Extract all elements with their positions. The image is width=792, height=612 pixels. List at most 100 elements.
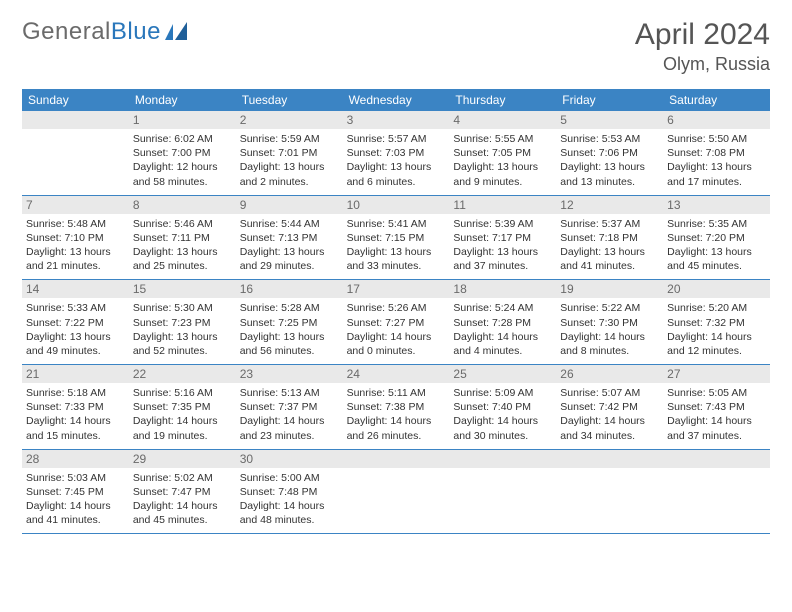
sunrise-line: Sunrise: 5:59 AM	[240, 132, 339, 146]
sunset-line: Sunset: 7:40 PM	[453, 400, 552, 414]
sunrise-line: Sunrise: 5:03 AM	[26, 471, 125, 485]
day-number: 13	[663, 196, 770, 214]
sunrise-line: Sunrise: 5:28 AM	[240, 301, 339, 315]
daylight-line: Daylight: 14 hours and 8 minutes.	[560, 330, 659, 358]
daylight-line: Daylight: 13 hours and 2 minutes.	[240, 160, 339, 188]
sunrise-line: Sunrise: 5:48 AM	[26, 217, 125, 231]
day-cell: 30Sunrise: 5:00 AMSunset: 7:48 PMDayligh…	[236, 450, 343, 534]
day-number: 29	[129, 450, 236, 468]
daylight-line: Daylight: 14 hours and 12 minutes.	[667, 330, 766, 358]
day-cell	[343, 450, 450, 534]
day-cell	[449, 450, 556, 534]
sunset-line: Sunset: 7:11 PM	[133, 231, 232, 245]
day-number: 11	[449, 196, 556, 214]
sunrise-line: Sunrise: 5:37 AM	[560, 217, 659, 231]
weekday-header: Wednesday	[343, 89, 450, 111]
day-cell: 15Sunrise: 5:30 AMSunset: 7:23 PMDayligh…	[129, 280, 236, 364]
day-cell	[663, 450, 770, 534]
logo-sail-icon	[165, 22, 191, 42]
day-cell: 22Sunrise: 5:16 AMSunset: 7:35 PMDayligh…	[129, 365, 236, 449]
sunrise-line: Sunrise: 5:13 AM	[240, 386, 339, 400]
daylight-line: Daylight: 13 hours and 25 minutes.	[133, 245, 232, 273]
day-cell: 26Sunrise: 5:07 AMSunset: 7:42 PMDayligh…	[556, 365, 663, 449]
sunset-line: Sunset: 7:13 PM	[240, 231, 339, 245]
day-number	[343, 450, 450, 468]
day-cell: 27Sunrise: 5:05 AMSunset: 7:43 PMDayligh…	[663, 365, 770, 449]
sunset-line: Sunset: 7:20 PM	[667, 231, 766, 245]
day-cell: 8 Sunrise: 5:46 AMSunset: 7:11 PMDaylight…	[129, 196, 236, 280]
day-number: 8	[129, 196, 236, 214]
day-cell: 28Sunrise: 5:03 AMSunset: 7:45 PMDayligh…	[22, 450, 129, 534]
day-number: 25	[449, 365, 556, 383]
daylight-line: Daylight: 14 hours and 19 minutes.	[133, 414, 232, 442]
day-number: 30	[236, 450, 343, 468]
daylight-line: Daylight: 13 hours and 37 minutes.	[453, 245, 552, 273]
day-cell: 24Sunrise: 5:11 AMSunset: 7:38 PMDayligh…	[343, 365, 450, 449]
month-title: April 2024	[635, 18, 770, 52]
sunrise-line: Sunrise: 5:05 AM	[667, 386, 766, 400]
weekday-header: Thursday	[449, 89, 556, 111]
sunset-line: Sunset: 7:17 PM	[453, 231, 552, 245]
weekday-header: Tuesday	[236, 89, 343, 111]
sunrise-line: Sunrise: 5:46 AM	[133, 217, 232, 231]
day-number: 7	[22, 196, 129, 214]
sunrise-line: Sunrise: 5:39 AM	[453, 217, 552, 231]
sunrise-line: Sunrise: 5:18 AM	[26, 386, 125, 400]
daylight-line: Daylight: 14 hours and 41 minutes.	[26, 499, 125, 527]
day-cell: 11 Sunrise: 5:39 AMSunset: 7:17 PMDayligh…	[449, 196, 556, 280]
sunset-line: Sunset: 7:01 PM	[240, 146, 339, 160]
sunset-line: Sunset: 7:22 PM	[26, 316, 125, 330]
day-cell: 29Sunrise: 5:02 AMSunset: 7:47 PMDayligh…	[129, 450, 236, 534]
daylight-line: Daylight: 13 hours and 6 minutes.	[347, 160, 446, 188]
day-number: 16	[236, 280, 343, 298]
sunset-line: Sunset: 7:30 PM	[560, 316, 659, 330]
day-number: 26	[556, 365, 663, 383]
daylight-line: Daylight: 13 hours and 9 minutes.	[453, 160, 552, 188]
day-number: 18	[449, 280, 556, 298]
day-number: 9	[236, 196, 343, 214]
day-number: 19	[556, 280, 663, 298]
day-number: 5	[556, 111, 663, 129]
day-cell: 19 Sunrise: 5:22 AMSunset: 7:30 PMDayligh…	[556, 280, 663, 364]
sunset-line: Sunset: 7:35 PM	[133, 400, 232, 414]
sunrise-line: Sunrise: 5:33 AM	[26, 301, 125, 315]
day-cell: 13Sunrise: 5:35 AMSunset: 7:20 PMDayligh…	[663, 196, 770, 280]
sunrise-line: Sunrise: 5:44 AM	[240, 217, 339, 231]
day-cell: 12Sunrise: 5:37 AMSunset: 7:18 PMDayligh…	[556, 196, 663, 280]
daylight-line: Daylight: 13 hours and 21 minutes.	[26, 245, 125, 273]
sunset-line: Sunset: 7:42 PM	[560, 400, 659, 414]
sunset-line: Sunset: 7:43 PM	[667, 400, 766, 414]
location: Olym, Russia	[635, 54, 770, 75]
week-row: 28Sunrise: 5:03 AMSunset: 7:45 PMDayligh…	[22, 450, 770, 535]
sunset-line: Sunset: 7:25 PM	[240, 316, 339, 330]
daylight-line: Daylight: 13 hours and 29 minutes.	[240, 245, 339, 273]
sunset-line: Sunset: 7:33 PM	[26, 400, 125, 414]
day-cell: 3Sunrise: 5:57 AMSunset: 7:03 PMDaylight…	[343, 111, 450, 195]
day-cell: 20Sunrise: 5:20 AMSunset: 7:32 PMDayligh…	[663, 280, 770, 364]
sunset-line: Sunset: 7:03 PM	[347, 146, 446, 160]
weekday-header: Saturday	[663, 89, 770, 111]
week-row: 7Sunrise: 5:48 AMSunset: 7:10 PMDaylight…	[22, 196, 770, 281]
day-cell: 14Sunrise: 5:33 AMSunset: 7:22 PMDayligh…	[22, 280, 129, 364]
sunset-line: Sunset: 7:00 PM	[133, 146, 232, 160]
sunrise-line: Sunrise: 6:02 AM	[133, 132, 232, 146]
day-number	[22, 111, 129, 129]
day-number: 6	[663, 111, 770, 129]
sunset-line: Sunset: 7:08 PM	[667, 146, 766, 160]
sunset-line: Sunset: 7:06 PM	[560, 146, 659, 160]
day-number	[556, 450, 663, 468]
daylight-line: Daylight: 14 hours and 30 minutes.	[453, 414, 552, 442]
day-cell: 25Sunrise: 5:09 AMSunset: 7:40 PMDayligh…	[449, 365, 556, 449]
day-number: 4	[449, 111, 556, 129]
sunrise-line: Sunrise: 5:22 AM	[560, 301, 659, 315]
day-cell: 21Sunrise: 5:18 AMSunset: 7:33 PMDayligh…	[22, 365, 129, 449]
day-number: 24	[343, 365, 450, 383]
day-cell: 17Sunrise: 5:26 AMSunset: 7:27 PMDayligh…	[343, 280, 450, 364]
day-cell: 6Sunrise: 5:50 AMSunset: 7:08 PMDaylight…	[663, 111, 770, 195]
day-number: 28	[22, 450, 129, 468]
day-cell: 4Sunrise: 5:55 AMSunset: 7:05 PMDaylight…	[449, 111, 556, 195]
day-cell	[556, 450, 663, 534]
sunrise-line: Sunrise: 5:20 AM	[667, 301, 766, 315]
sunrise-line: Sunrise: 5:41 AM	[347, 217, 446, 231]
day-number: 12	[556, 196, 663, 214]
